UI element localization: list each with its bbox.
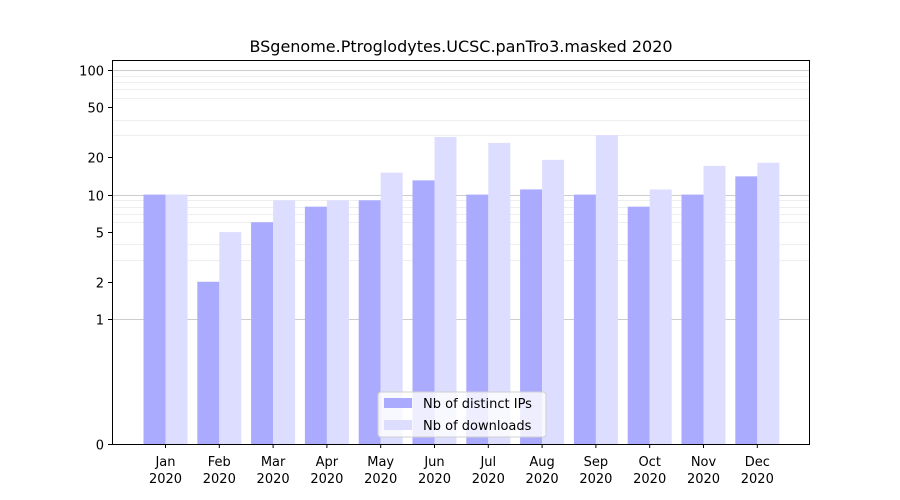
bar-distinct-ips [520, 189, 543, 444]
bar-downloads [165, 194, 188, 444]
bar-distinct-ips [197, 281, 220, 444]
x-tick-label-year: 2020 [364, 472, 397, 487]
y-tick-label: 0 [96, 439, 104, 454]
bar-downloads [488, 142, 511, 445]
bar-downloads [326, 200, 349, 444]
x-tick-label-month: Jan [154, 455, 175, 470]
y-axis: 0 1 2 5 10 20 50 100 [79, 65, 112, 454]
x-tick-label-year: 2020 [418, 472, 451, 487]
y-tick-label: 20 [87, 152, 104, 167]
x-axis: Jan 2020 Feb 2020 Mar 2020 Apr 2020 May 2020 Jun 20… [149, 444, 774, 487]
x-tick-label-month: Sep [584, 455, 609, 470]
x-tick-label-month: Mar [261, 455, 286, 470]
x-tick-label-month: Apr [316, 455, 339, 470]
bar-distinct-ips [412, 180, 435, 444]
bar-distinct-ips [735, 176, 758, 444]
bar-distinct-ips [304, 206, 327, 444]
y-tick-label: 50 [87, 102, 104, 117]
x-tick-label-month: May [367, 455, 394, 470]
x-tick-label-month: Dec [745, 455, 770, 470]
legend: Nb of distinct IPs Nb of downloads [377, 391, 547, 438]
bar-downloads [219, 232, 242, 444]
x-tick-label-month: Oct [638, 455, 660, 470]
x-tick-label-year: 2020 [203, 472, 236, 487]
bar-distinct-ips [573, 194, 596, 444]
x-tick-label-year: 2020 [149, 472, 182, 487]
bar-distinct-ips [466, 194, 489, 444]
x-tick-label-month: Jul [479, 455, 496, 470]
x-tick-label-month: Feb [208, 455, 231, 470]
x-tick-label-year: 2020 [741, 472, 774, 487]
bar-distinct-ips [143, 194, 166, 444]
chart-title: BSgenome.Ptroglodytes.UCSC.panTro3.maske… [249, 37, 672, 56]
x-tick-label-month: Aug [529, 455, 554, 470]
y-tick-label: 100 [79, 65, 104, 80]
y-tick-label: 1 [96, 314, 104, 329]
x-tick-label-year: 2020 [526, 472, 559, 487]
bar-downloads [757, 162, 780, 444]
legend-label-downloads: Nb of downloads [423, 419, 532, 434]
bar-downloads [273, 200, 296, 444]
plot-frame [112, 60, 810, 445]
x-tick-label-year: 2020 [310, 472, 343, 487]
legend-swatch-ips [384, 398, 412, 408]
bar-downloads [649, 189, 672, 444]
x-tick-label-year: 2020 [472, 472, 505, 487]
x-tick-label-month: Nov [691, 455, 717, 470]
y-tick-label: 10 [87, 190, 104, 205]
x-tick-label-year: 2020 [257, 472, 290, 487]
bar-downloads [703, 165, 726, 444]
x-tick-label-month: Jun [423, 455, 444, 470]
bar-distinct-ips [681, 194, 704, 444]
legend-swatch-downloads [384, 420, 412, 430]
bars [143, 135, 780, 445]
x-tick-label-year: 2020 [579, 472, 612, 487]
bar-downloads [380, 172, 403, 444]
x-tick-label-year: 2020 [687, 472, 720, 487]
y-tick-label: 2 [96, 277, 104, 292]
x-tick-label-year: 2020 [633, 472, 666, 487]
legend-box [377, 391, 547, 438]
bar-downloads [434, 136, 457, 445]
bar-distinct-ips [251, 222, 274, 444]
bar-distinct-ips [358, 200, 381, 444]
bar-downloads [595, 135, 618, 445]
bar-distinct-ips [627, 206, 650, 444]
y-tick-label: 5 [96, 227, 104, 242]
legend-label-ips: Nb of distinct IPs [423, 397, 532, 412]
bar-downloads [542, 159, 565, 444]
